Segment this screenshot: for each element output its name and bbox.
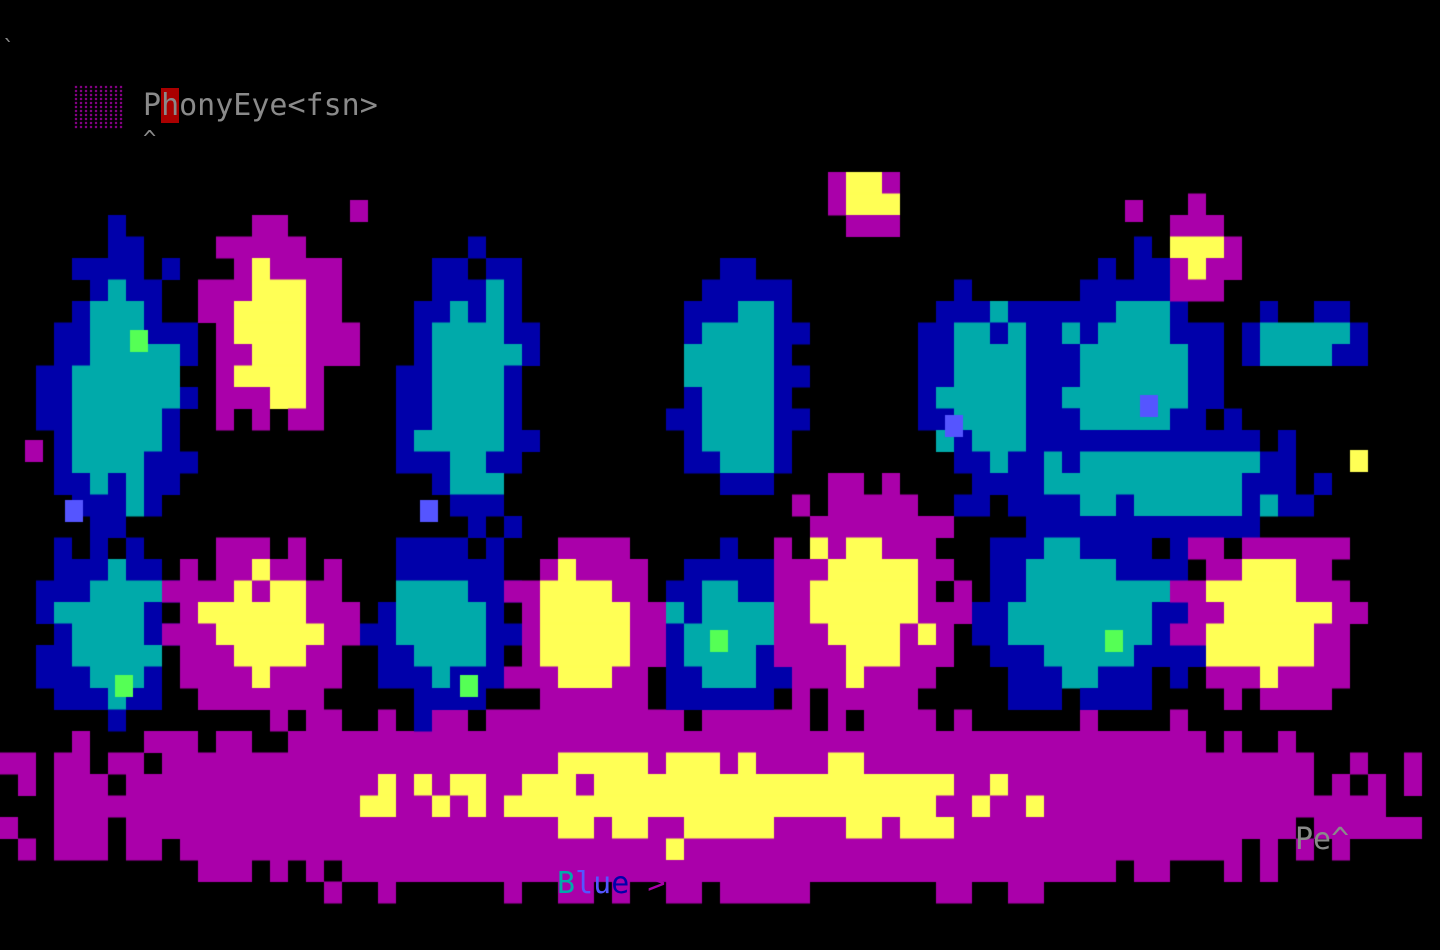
footer-label-part: e <box>611 866 630 901</box>
signature-rest: onyEye<fsn> <box>179 88 378 123</box>
corner-tag: Pe^ <box>1295 822 1350 857</box>
footer-label-part: lu <box>575 866 612 901</box>
artist-signature: PhonyEye<fsn> <box>143 84 378 127</box>
signature-first-char: P <box>143 88 162 123</box>
footer-label-part: B <box>557 866 576 901</box>
signature-caret: ^ <box>143 127 157 152</box>
footer-label: Blue >>> <box>557 862 702 905</box>
footer-arrows: >>> <box>647 866 702 901</box>
backtick-mark: ` <box>2 37 16 62</box>
signature-highlighted-char: h <box>161 88 180 123</box>
